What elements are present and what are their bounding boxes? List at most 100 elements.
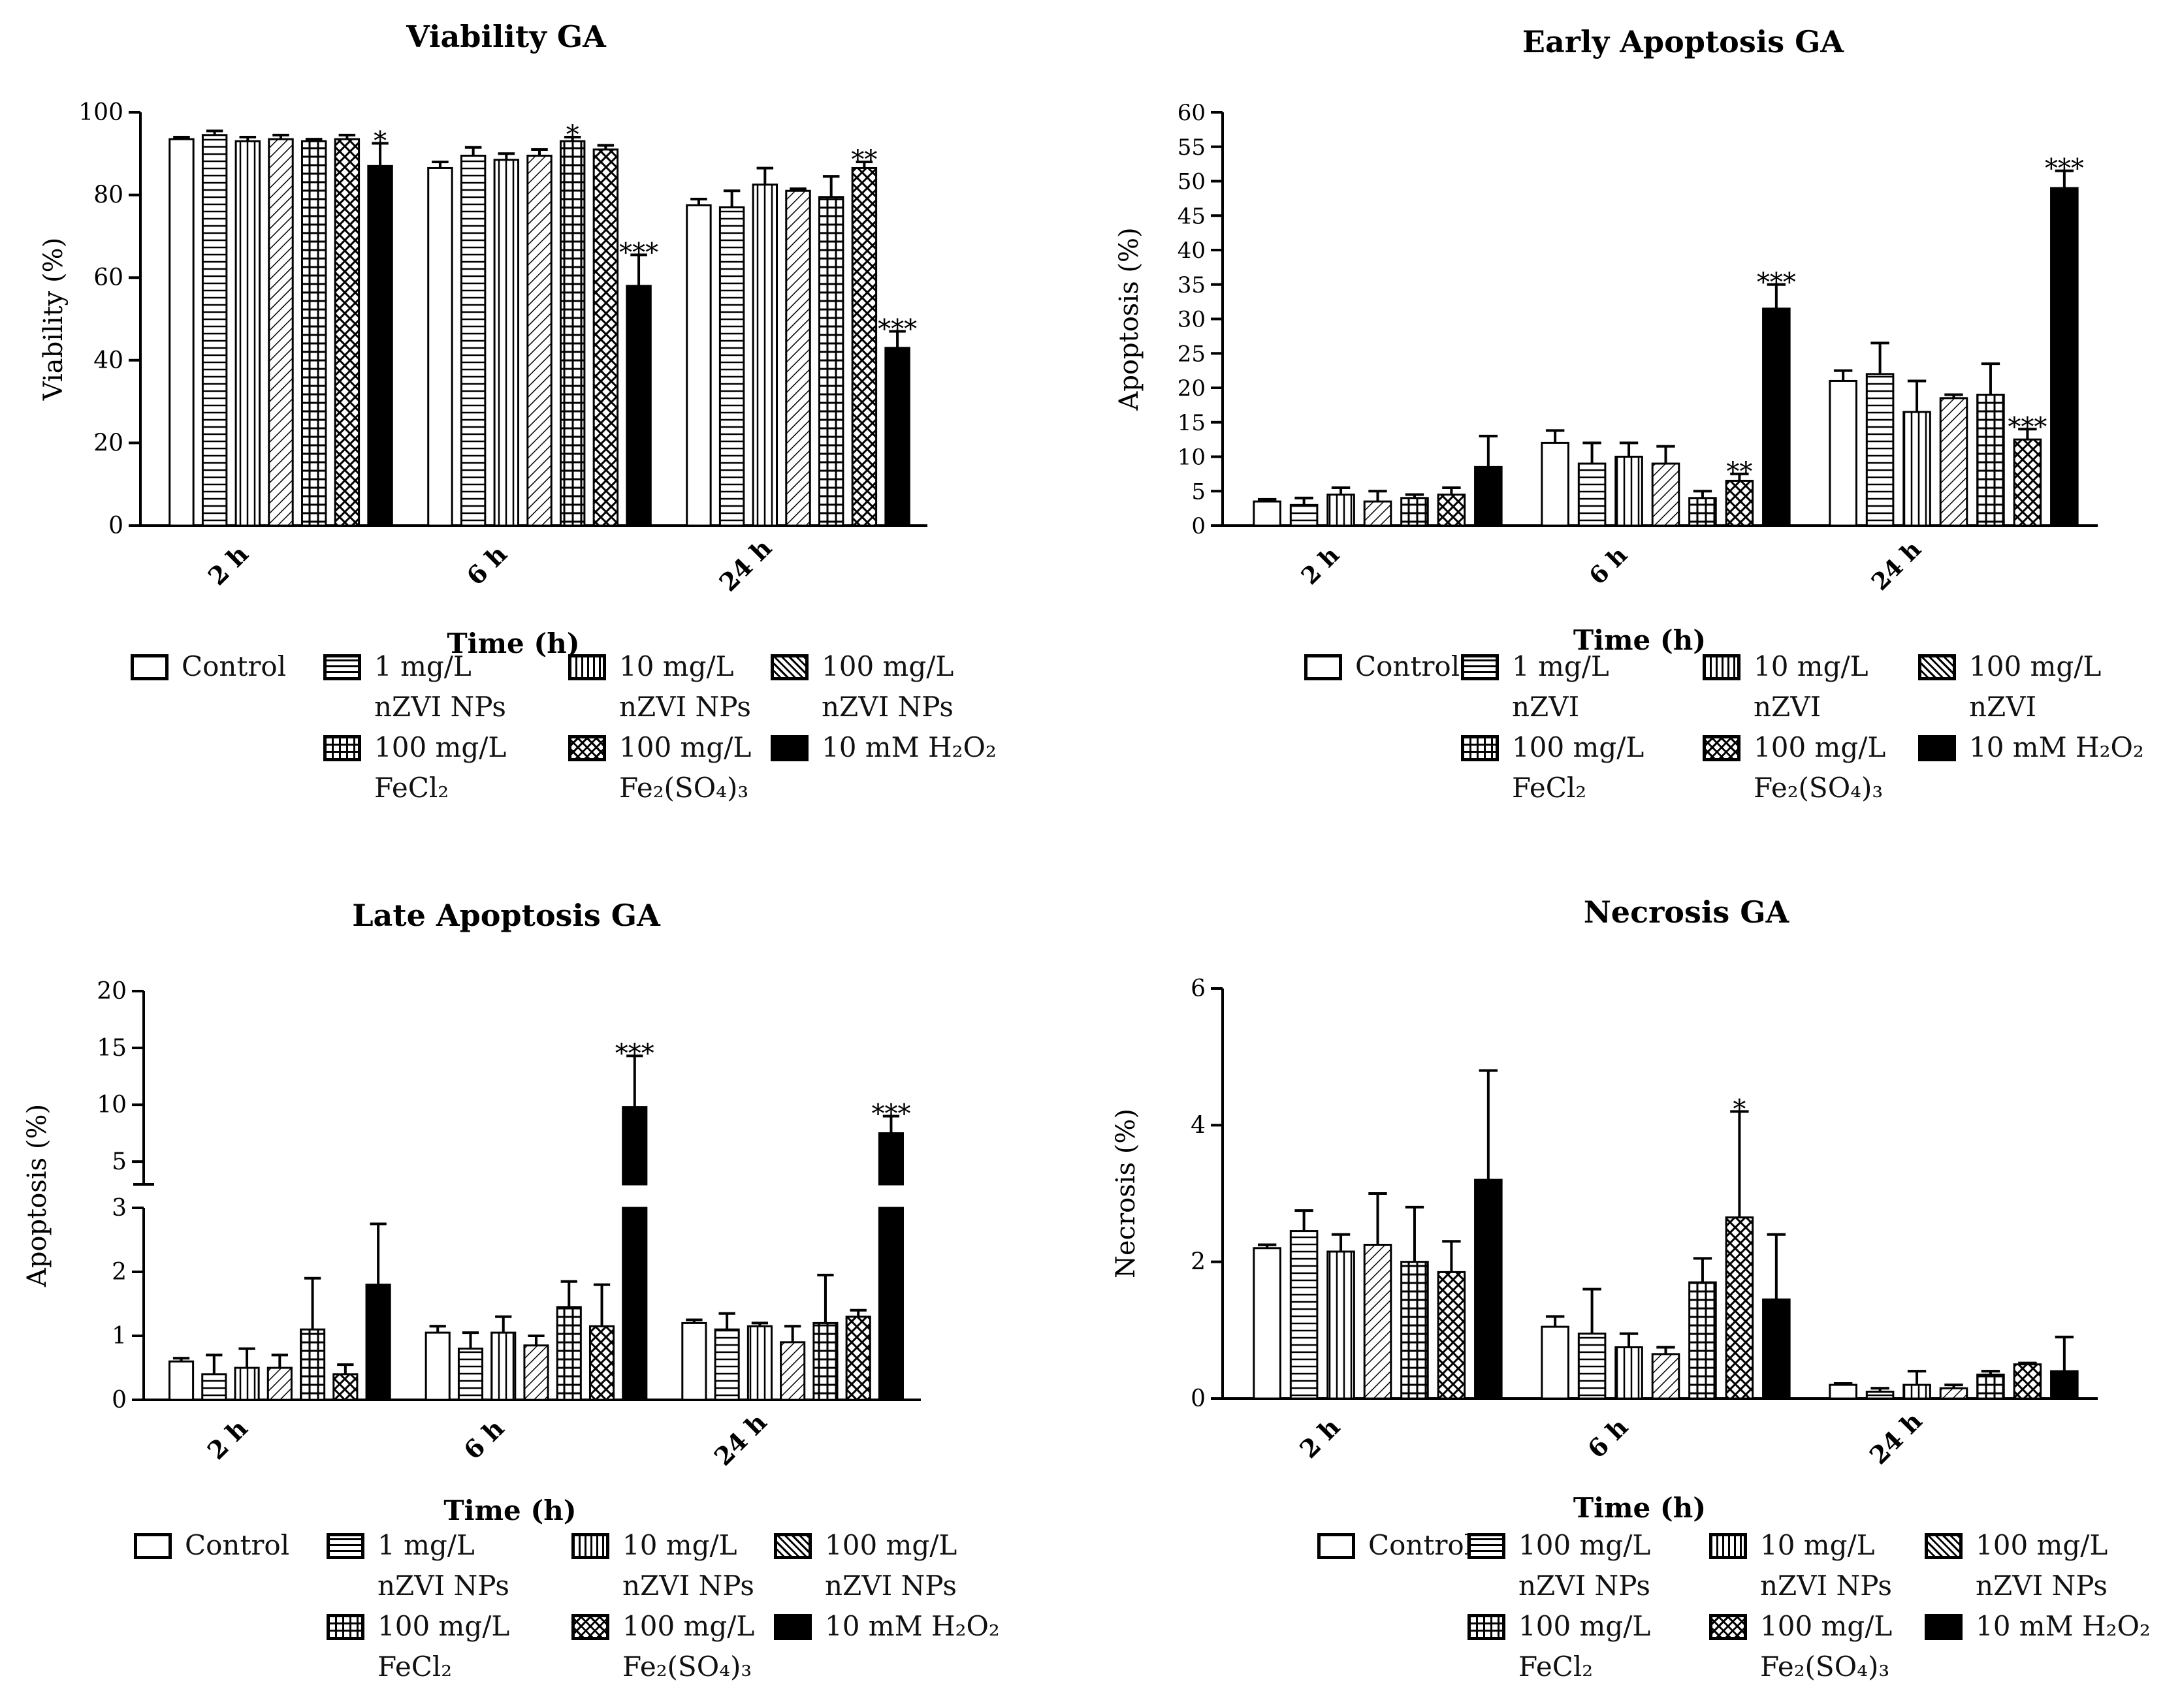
y-tick-label: 25 (1178, 341, 1206, 367)
significance-mark: * (374, 126, 387, 156)
y-tick-label: 2 (1191, 1249, 1206, 1276)
y-axis-label: Apoptosis (%) (1114, 227, 1144, 411)
early-apoptosis-chart-panel: Early Apoptosis GA Apoptosis (%) 0 5 10 15 20 2… (1082, 0, 2164, 846)
significance-mark: *** (878, 314, 917, 344)
legend-item: 10 mg/L nZVI NPs (568, 646, 751, 727)
legend-label: 10 mM H₂O₂ (822, 731, 997, 763)
y-tick-label: 0 (1191, 513, 1206, 539)
bar (1326, 1250, 1355, 1400)
y-tick-label: 10 (1178, 445, 1206, 471)
y-tick-label: 6 (1191, 975, 1206, 1002)
legend-swatch (571, 1614, 609, 1640)
significance-mark: *** (2008, 412, 2047, 442)
bar (1253, 500, 1281, 527)
legend-label: 100 mg/L nZVI NPs (1518, 1529, 1651, 1602)
legend-label: 100 mg/L Fe₂(SO₄)₃ (1754, 731, 1886, 804)
x-tick-label: 6 h (1582, 1412, 1633, 1464)
legend-label: 10 mM H₂O₂ (1976, 1610, 2151, 1642)
y-axis-label: Necrosis (%) (1111, 1109, 1141, 1278)
legend-swatch (1709, 1533, 1747, 1559)
significance-mark: ** (1726, 457, 1752, 487)
y-tick-label: 50 (1178, 169, 1206, 195)
bar (622, 1207, 648, 1401)
legend-swatch (1467, 1533, 1505, 1559)
bar (1437, 1271, 1466, 1400)
late-apoptosis-chart-panel: Late Apoptosis GA Apoptosis (%) 0 1 2 3 5 10 15 2… (0, 846, 1082, 1692)
y-tick-label: 55 (1178, 134, 1206, 161)
legend-label: 100 mg/L FeCl₂ (1512, 731, 1644, 804)
legend-swatch (134, 1533, 172, 1559)
legend-label: 100 mg/L nZVI (1969, 650, 2102, 723)
bar-upper (622, 1106, 648, 1186)
significance-mark: *** (615, 1039, 654, 1069)
chart-title: Early Apoptosis GA (1522, 24, 1845, 59)
legend-item: 100 mg/L nZVI NPs (774, 1525, 957, 1606)
legend-item: 100 mg/L nZVI NPs (1925, 1525, 2108, 1606)
bar (1976, 1373, 2005, 1400)
bar (1614, 456, 1643, 527)
x-tick-label: 24 h (708, 1407, 772, 1471)
necrosis-legend: Control 100 mg/L nZVI NPs 10 mg/L nZVI NPs… (1082, 1525, 2164, 1708)
bar (523, 1344, 549, 1401)
bar (1474, 466, 1503, 527)
x-tick-label: 2 h (202, 539, 253, 591)
y-tick-label: 60 (93, 264, 123, 291)
bar (1725, 479, 1754, 527)
bar (490, 1331, 517, 1401)
bar (1939, 397, 1968, 527)
bar (234, 1367, 260, 1401)
bar (2013, 438, 2042, 527)
bar (1289, 1230, 1319, 1400)
legend-label: 1 mg/L nZVI (1512, 650, 1609, 723)
bar (365, 1284, 391, 1401)
bar (168, 138, 195, 527)
x-tick-label: 6 h (460, 539, 512, 591)
bar (1725, 1216, 1754, 1400)
significance-mark: *** (1757, 268, 1796, 298)
y-tick-label: 4 (1191, 1112, 1206, 1139)
bar (1902, 1384, 1931, 1400)
bar (493, 159, 520, 527)
bar (2050, 1370, 2079, 1400)
bar (718, 206, 745, 527)
legend-label: 10 mg/L nZVI NPs (1760, 1529, 1892, 1602)
bar (1474, 1178, 1503, 1400)
bar (752, 183, 778, 527)
bar (1253, 1247, 1281, 1400)
late-apoptosis-legend: Control 1 mg/L nZVI NPs 10 mg/L nZVI NPs 10… (0, 1525, 1082, 1708)
necrosis-chart: Necrosis GA Necrosis (%) 0 2 4 6 2 h * 6 h 24 h Ti… (1111, 894, 2098, 1524)
y-tick-label: 0 (108, 513, 123, 539)
legend-label: 10 mg/L nZVI (1754, 650, 1868, 723)
legend-swatch (1703, 735, 1740, 761)
x-axis-label: Time (h) (1573, 624, 1706, 656)
bar (1577, 1333, 1607, 1400)
bar (714, 1328, 740, 1401)
legend-label: Control (1368, 1529, 1473, 1561)
legend-item: 1 mg/L nZVI NPs (323, 646, 506, 727)
legend-item: 100 mg/L FeCl₂ (323, 727, 506, 808)
legend-swatch (1918, 735, 1956, 761)
significance-mark: *** (619, 238, 658, 268)
y-tick-label: 20 (1178, 375, 1206, 402)
legend-item: 10 mM H₂O₂ (1925, 1606, 2151, 1647)
legend-swatch (771, 735, 809, 761)
legend-item: 10 mM H₂O₂ (1918, 727, 2144, 768)
legend-swatch (1461, 735, 1499, 761)
legend-label: Control (1355, 650, 1460, 682)
bar (1688, 1281, 1717, 1400)
bar (1363, 500, 1392, 527)
legend-swatch (1709, 1614, 1747, 1640)
legend-label: 100 mg/L nZVI NPs (1976, 1529, 2108, 1602)
bar (266, 1367, 293, 1401)
bar (1762, 308, 1791, 527)
x-axis-label: Time (h) (447, 627, 579, 659)
legend-item: 1 mg/L nZVI (1461, 646, 1609, 727)
x-axis-label: Time (h) (1573, 1492, 1706, 1524)
legend-swatch (323, 654, 361, 680)
x-axis-label: Time (h) (443, 1494, 576, 1526)
bar (300, 140, 327, 527)
bar (1902, 411, 1931, 527)
bar (1363, 1244, 1392, 1400)
y-tick-label: 15 (1178, 410, 1206, 436)
y-tick-label: 15 (97, 1035, 127, 1062)
